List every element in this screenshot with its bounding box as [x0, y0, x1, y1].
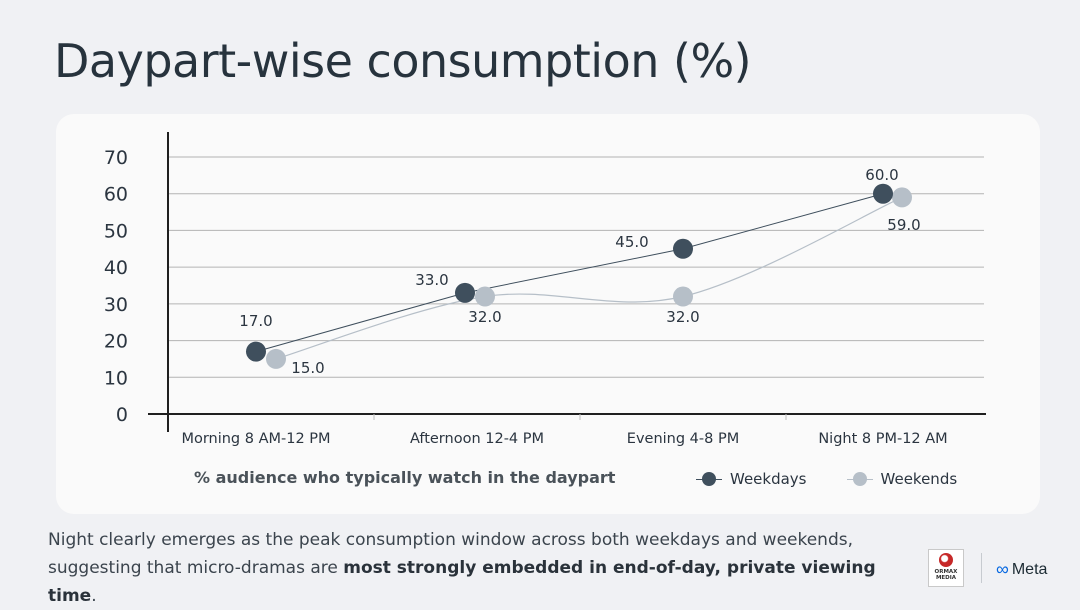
meta-infinity-icon: ∞	[996, 559, 1009, 579]
data-label-weekdays-2: 45.0	[615, 233, 648, 251]
series-line-weekdays	[255, 193, 884, 353]
point-weekdays-2	[673, 238, 693, 259]
footer-text-end: .	[91, 586, 97, 606]
ormax-mark-icon	[939, 553, 953, 567]
legend-item-weekdays: Weekdays	[696, 470, 807, 488]
legend-label-weekends: Weekends	[880, 470, 958, 488]
point-weekdays-0	[246, 341, 266, 362]
x-tick-label-3: Night 8 PM-12 AM	[818, 431, 947, 447]
y-tick-label-60: 60	[104, 184, 128, 206]
y-tick-label-30: 30	[104, 294, 128, 316]
legend-item-weekends: Weekends	[846, 470, 958, 488]
chart-card: 0 10 20 30 40 50 60 70 Morning 8 AM-12 PM Afterno…	[56, 114, 1040, 514]
legend-label-weekdays: Weekdays	[730, 470, 807, 488]
x-tick-label-1: Afternoon 12-4 PM	[410, 431, 544, 447]
point-weekdays-1	[455, 282, 475, 303]
data-label-weekdays-1: 33.0	[415, 271, 448, 289]
point-weekends-0	[266, 348, 286, 369]
line-chart: 0 10 20 30 40 50 60 70 Morning 8 AM-12 PM Afterno…	[104, 132, 986, 447]
y-tick-label-50: 50	[104, 220, 128, 242]
footer-insight: Night clearly emerges as the peak consum…	[48, 526, 908, 610]
y-tick-label-70: 70	[104, 147, 128, 169]
data-label-weekends-3: 59.0	[887, 216, 920, 234]
legend-swatch-weekends	[846, 472, 873, 486]
point-weekends-2	[673, 286, 693, 307]
page-title: Daypart-wise consumption (%)	[54, 34, 752, 88]
footer-text-bold: most strongly embedded in end-of-day, pr…	[48, 558, 876, 606]
data-label-weekends-2: 32.0	[666, 308, 699, 326]
meta-logo-text: Meta	[1011, 560, 1048, 578]
data-label-weekends-0: 15.0	[291, 359, 324, 377]
y-tick-label-40: 40	[104, 257, 128, 279]
data-label-weekdays-0: 17.0	[239, 312, 272, 330]
y-tick-label-10: 10	[104, 367, 128, 389]
logo-divider	[981, 553, 982, 583]
meta-logo: ∞ Meta	[996, 559, 1047, 580]
point-weekends-3	[892, 187, 912, 208]
ormax-media-logo: ORMAX MEDIA	[928, 549, 964, 587]
y-tick-label-0: 0	[116, 404, 128, 426]
data-label-weekends-1: 32.0	[468, 308, 501, 326]
x-axis-caption: % audience who typically watch in the da…	[194, 468, 616, 487]
series-line-weekends	[275, 196, 903, 360]
ormax-logo-text: ORMAX MEDIA	[934, 569, 958, 581]
point-weekdays-3	[873, 183, 893, 204]
chart-legend: Weekdays Weekends	[696, 470, 957, 488]
legend-swatch-weekdays	[696, 472, 722, 486]
footer-text-plain: Night clearly emerges as the peak consum…	[48, 530, 854, 578]
x-tick-label-2: Evening 4-8 PM	[627, 431, 739, 447]
data-label-weekdays-3: 60.0	[865, 166, 898, 184]
x-tick-label-0: Morning 8 AM-12 PM	[181, 431, 330, 447]
y-tick-label-20: 20	[104, 331, 128, 353]
point-weekends-1	[475, 286, 495, 307]
